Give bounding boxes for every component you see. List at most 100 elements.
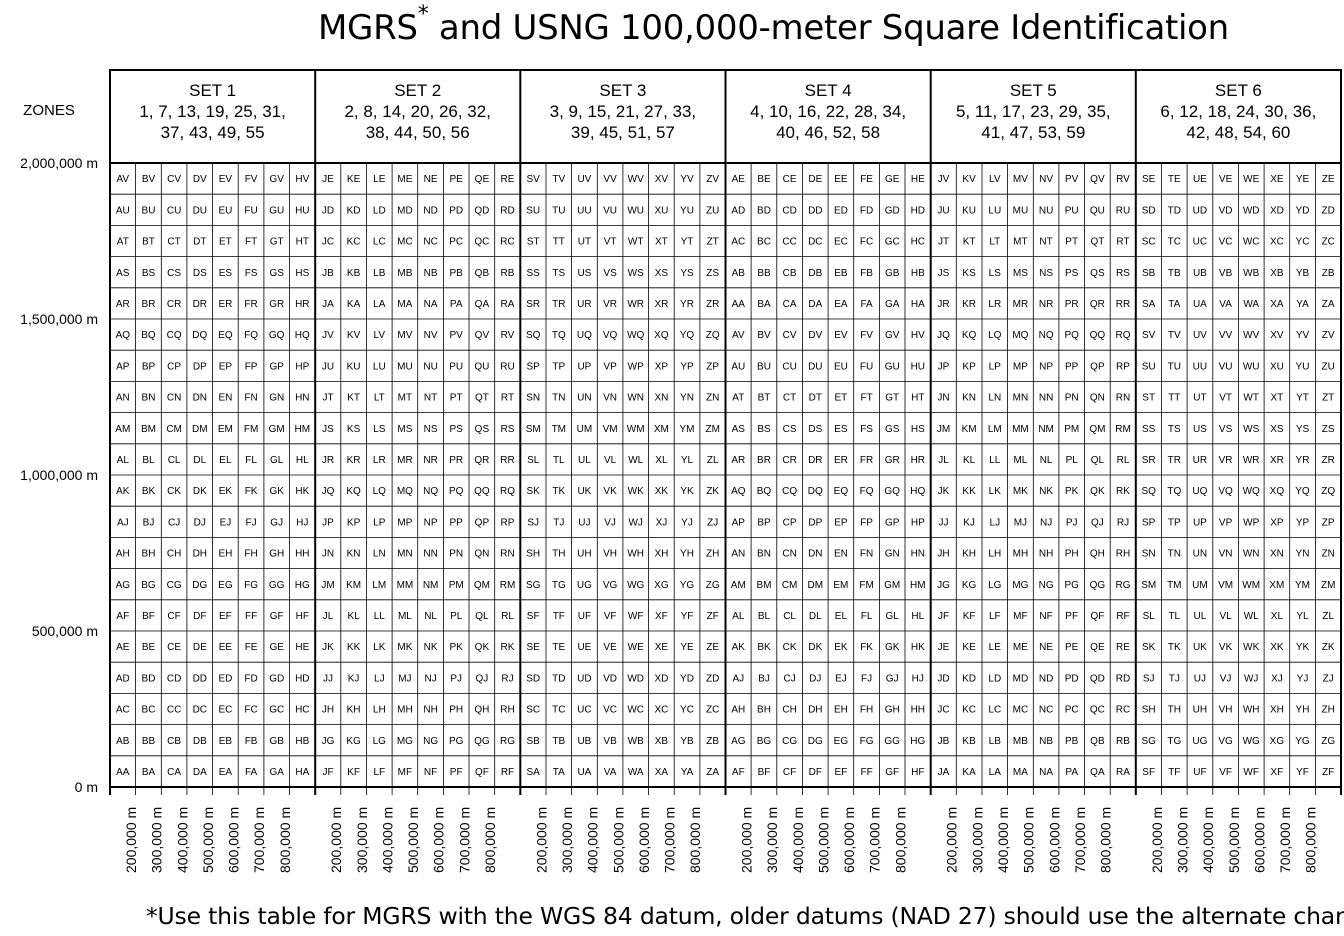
grid-cell: VV — [603, 174, 617, 185]
grid-cell: WJ — [1244, 673, 1258, 684]
grid-cell: AF — [116, 611, 129, 622]
title-rest: and USNG 100,000-meter Square Identifica… — [428, 8, 1229, 48]
grid-cell: XD — [1270, 205, 1284, 216]
grid-cell: FF — [245, 611, 257, 622]
grid-cell: RH — [500, 705, 514, 716]
grid-cell: ZK — [1322, 642, 1335, 653]
grid-cell: QJ — [1091, 517, 1104, 528]
grid-cell: UB — [1193, 268, 1207, 279]
grid-cell: WU — [627, 205, 644, 216]
grid-cell: BL — [758, 611, 771, 622]
grid-cell: YD — [1296, 205, 1310, 216]
grid-cell: UU — [1193, 361, 1207, 372]
grid-cell: DG — [808, 736, 823, 747]
grid-cell: JE — [938, 642, 950, 653]
grid-cell: GH — [269, 549, 284, 560]
grid-cell: YM — [680, 424, 695, 435]
grid-cell: SB — [1142, 268, 1156, 279]
grid-cell: AT — [117, 237, 129, 248]
grid-cell: XU — [654, 205, 668, 216]
grid-cell: LJ — [990, 517, 1001, 528]
grid-cell: NA — [1039, 767, 1053, 778]
grid-cell: VA — [604, 767, 617, 778]
grid-cell: WK — [628, 486, 644, 497]
grid-cell: UJ — [1194, 673, 1206, 684]
grid-cell: XJ — [1271, 673, 1283, 684]
grid-cell: YT — [1296, 393, 1309, 404]
grid-cell: RL — [1117, 455, 1130, 466]
grid-cell: LC — [988, 705, 1001, 716]
easting-label: 700,000 m — [251, 807, 267, 873]
grid-cell: XS — [655, 268, 669, 279]
grid-cell: UE — [577, 642, 591, 653]
grid-cell: MN — [397, 549, 413, 560]
grid-cell: SK — [1142, 642, 1156, 653]
grid-cell: PN — [449, 549, 463, 560]
grid-cell: KB — [347, 268, 361, 279]
grid-cell: MT — [1013, 237, 1027, 248]
grid-cell: RS — [501, 424, 515, 435]
grid-cell: JN — [322, 549, 334, 560]
grid-cell: HK — [911, 642, 925, 653]
grid-cell: XU — [1270, 361, 1284, 372]
grid-cell: TL — [1168, 611, 1180, 622]
grid-cell: HR — [911, 455, 925, 466]
grid-cell: CN — [782, 549, 796, 560]
grid-cell: XJ — [656, 517, 668, 528]
grid-cell: PF — [1065, 611, 1078, 622]
grid-cell: VT — [1219, 393, 1232, 404]
grid-cell: RP — [1116, 361, 1130, 372]
grid-cell: CC — [167, 705, 181, 716]
grid-cell: XF — [1271, 767, 1284, 778]
grid-cell: UR — [577, 299, 591, 310]
grid-cell: RC — [1116, 705, 1130, 716]
grid-cell: TV — [1168, 330, 1181, 341]
grid-cell: JD — [322, 205, 334, 216]
grid-cell: LS — [373, 424, 386, 435]
grid-cell: SU — [526, 205, 540, 216]
grid-cell: QH — [474, 705, 489, 716]
easting-label: 400,000 m — [1200, 807, 1216, 873]
grid-cell: YQ — [680, 330, 695, 341]
grid-cell: QC — [474, 237, 489, 248]
grid-cell: GC — [885, 237, 900, 248]
grid-cell: ME — [1013, 642, 1028, 653]
grid-cell: AD — [731, 205, 745, 216]
grid-cell: QM — [1089, 424, 1105, 435]
grid-cell: CL — [168, 455, 181, 466]
grid-cell: KN — [962, 393, 976, 404]
grid-cell: XF — [655, 611, 668, 622]
grid-cell: MB — [1013, 736, 1028, 747]
grid-cell: HV — [911, 330, 925, 341]
grid-cell: SA — [527, 767, 541, 778]
grid-cell: RN — [1116, 393, 1130, 404]
grid-cell: CE — [167, 642, 181, 653]
grid-cell: FT — [245, 237, 257, 248]
grid-cell: KD — [962, 673, 976, 684]
grid-cell: NT — [424, 393, 437, 404]
grid-cell: AK — [116, 486, 130, 497]
grid-cell: YD — [680, 673, 694, 684]
grid-cell: UA — [577, 767, 591, 778]
grid-cell: FC — [244, 705, 257, 716]
grid-cell: UP — [577, 361, 591, 372]
grid-cell: TE — [552, 642, 565, 653]
grid-cell: XR — [654, 299, 668, 310]
grid-cell: YA — [1296, 299, 1309, 310]
grid-cell: UK — [577, 486, 591, 497]
grid-cell: DM — [808, 580, 824, 591]
grid-cell: TP — [1168, 517, 1181, 528]
grid-cell: VS — [1219, 424, 1233, 435]
grid-cell: BC — [142, 705, 156, 716]
grid-cell: JB — [938, 736, 950, 747]
grid-cell: QS — [475, 424, 490, 435]
easting-label: 700,000 m — [1277, 807, 1293, 873]
grid-cell: XQ — [1270, 486, 1285, 497]
grid-cell: VR — [603, 299, 617, 310]
grid-cell: JA — [938, 767, 950, 778]
grid-cell: LM — [372, 580, 386, 591]
easting-label: 200,000 m — [123, 807, 139, 873]
grid-cell: MU — [397, 361, 413, 372]
grid-cell: UV — [577, 174, 591, 185]
grid-lines — [109, 69, 1342, 795]
